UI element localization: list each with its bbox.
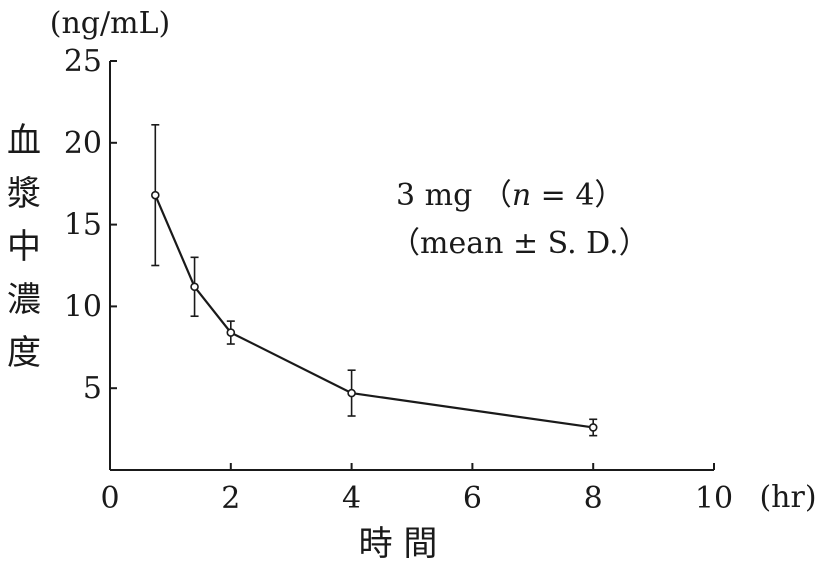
y-axis-title-char: 濃 [7, 280, 41, 320]
data-point [151, 190, 160, 200]
axes [109, 61, 714, 471]
x-axis-title: 時 間 [359, 524, 438, 564]
x-tick-label: 4 [342, 481, 361, 516]
data-point [588, 423, 598, 432]
dose-annotation-prefix: 3 mg （ [396, 178, 512, 213]
y-axis-title-char: 中 [7, 227, 41, 267]
y-tick-label: 20 [64, 126, 102, 161]
x-tick-label: 0 [100, 481, 119, 516]
y-axis-title-char: 血 [7, 121, 41, 161]
data-point [190, 282, 199, 292]
y-tick-label: 5 [83, 371, 102, 406]
dose-annotation-n: n [512, 178, 531, 213]
y-axis-title-char: 漿 [7, 174, 41, 214]
series [151, 124, 598, 437]
x-tick-label: 10 [695, 481, 733, 516]
data-point [347, 388, 356, 398]
stat-annotation: （mean ± S. D.） [390, 226, 649, 261]
ticks: 0 2 4 6 8 10 5 10 15 20 25 [64, 44, 733, 516]
y-tick-label: 10 [64, 289, 102, 324]
x-tick-label: 6 [463, 481, 482, 516]
y-tick-label: 25 [64, 44, 102, 79]
dose-annotation-suffix: = 4） [531, 178, 624, 213]
x-tick-label: 2 [221, 481, 240, 516]
data-point [226, 328, 236, 337]
dose-annotation: 3 mg （n = 4） [396, 178, 624, 213]
y-axis-title-char: 度 [7, 333, 41, 373]
y-tick-label: 15 [64, 208, 102, 243]
x-tick-label: 8 [584, 481, 603, 516]
y-unit-label: (ng/mL) [50, 6, 170, 41]
x-unit-label: (hr) [759, 480, 816, 515]
